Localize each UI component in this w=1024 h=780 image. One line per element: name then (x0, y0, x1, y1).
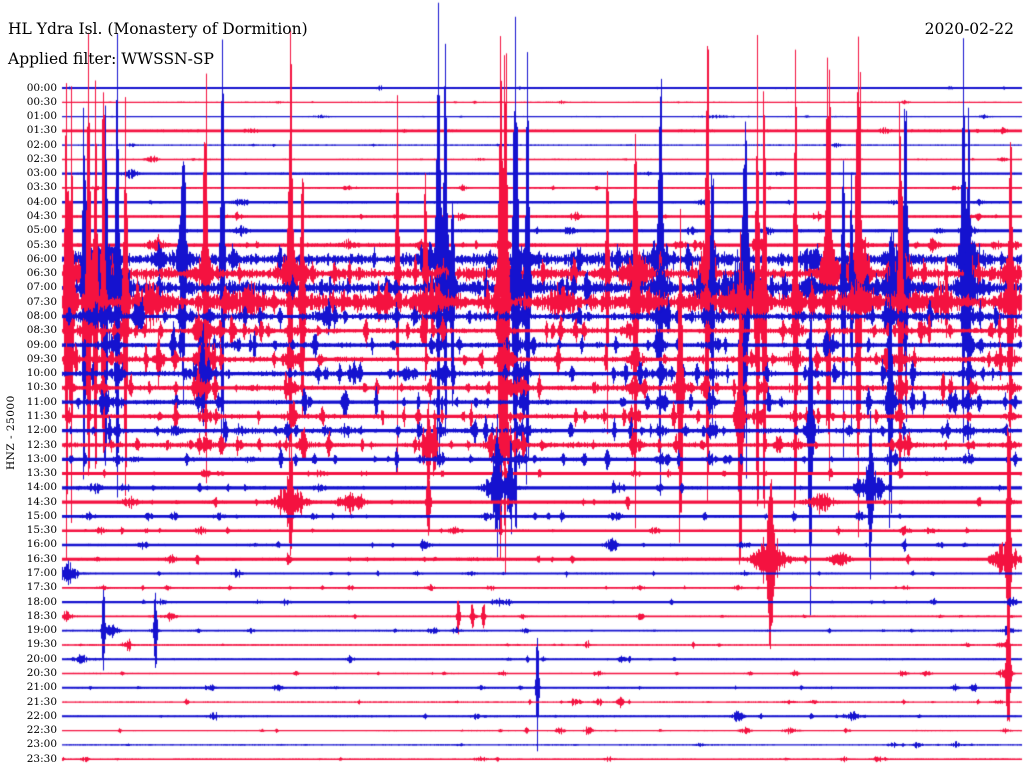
time-label: 19:00 (26, 624, 57, 637)
time-label: 10:30 (26, 381, 57, 394)
time-label: 12:30 (26, 438, 57, 451)
time-label: 11:00 (26, 395, 57, 408)
time-label: 07:30 (26, 295, 57, 308)
time-label: 21:00 (26, 681, 57, 694)
station-title: HL Ydra Isl. (Monastery of Dormition) (8, 20, 308, 38)
time-label: 20:30 (26, 666, 57, 679)
time-label: 14:00 (26, 481, 57, 494)
time-label: 07:00 (26, 281, 57, 294)
time-label: 06:30 (26, 267, 57, 280)
time-label: 04:00 (26, 195, 57, 208)
time-label: 13:00 (26, 452, 57, 465)
time-label: 11:30 (26, 409, 57, 422)
time-label: 21:30 (26, 695, 57, 708)
time-label: 03:00 (26, 167, 57, 180)
time-label: 15:00 (26, 509, 57, 522)
time-label: 16:30 (26, 552, 57, 565)
time-label: 17:30 (26, 581, 57, 594)
time-label: 06:00 (26, 252, 57, 265)
time-label: 05:30 (26, 238, 57, 251)
time-label: 19:30 (26, 638, 57, 651)
time-label: 05:00 (26, 224, 57, 237)
time-label: 09:00 (26, 338, 57, 351)
time-label: 23:00 (26, 738, 57, 751)
time-label: 18:00 (26, 595, 57, 608)
time-label: 09:30 (26, 352, 57, 365)
time-label: 03:30 (26, 181, 57, 194)
time-label: 00:30 (26, 95, 57, 108)
time-label: 08:00 (26, 309, 57, 322)
time-label: 15:30 (26, 524, 57, 537)
time-label: 01:00 (26, 110, 57, 123)
date-label: 2020-02-22 (924, 20, 1014, 38)
time-label: 10:00 (26, 367, 57, 380)
time-label: 04:30 (26, 210, 57, 223)
time-label: 12:00 (26, 424, 57, 437)
time-label: 01:30 (26, 124, 57, 137)
filter-label: Applied filter: WWSSN-SP (8, 50, 214, 68)
time-label: 20:00 (26, 652, 57, 665)
time-label: 23:30 (26, 752, 57, 765)
time-label: 22:30 (26, 724, 57, 737)
time-label: 18:30 (26, 609, 57, 622)
time-label: 08:30 (26, 324, 57, 337)
time-label: 22:00 (26, 709, 57, 722)
time-label: 16:00 (26, 538, 57, 551)
time-label: 02:30 (26, 152, 57, 165)
time-label: 13:30 (26, 467, 57, 480)
time-label: 00:00 (26, 81, 57, 94)
time-label: 02:00 (26, 138, 57, 151)
time-label: 14:30 (26, 495, 57, 508)
time-label: 17:00 (26, 567, 57, 580)
